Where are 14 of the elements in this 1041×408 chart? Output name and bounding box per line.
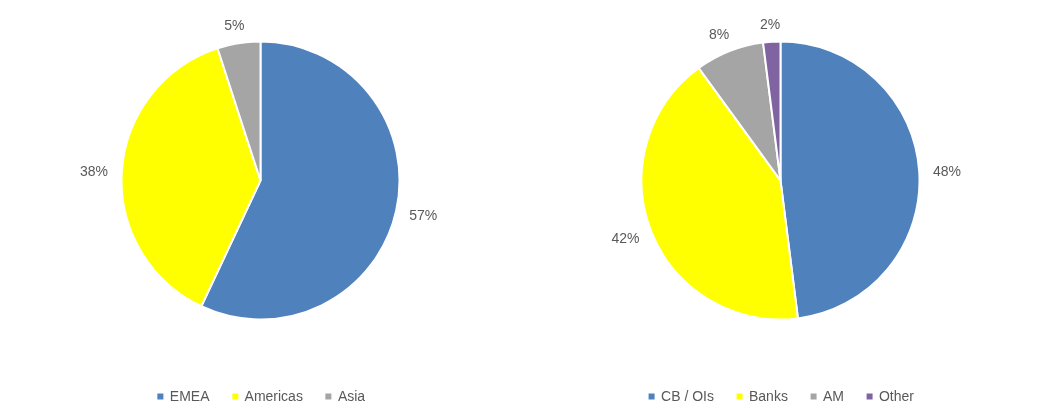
data-label: 8% (708, 26, 730, 43)
legend-label: Banks (748, 388, 788, 404)
legend-label: Americas (244, 388, 303, 404)
data-label: 5% (224, 17, 245, 34)
legend-label: Other (878, 388, 914, 404)
data-label: 38% (80, 162, 109, 179)
legend-label: EMEA (169, 388, 210, 404)
data-label: 2% (759, 15, 781, 32)
data-label: 42% (611, 230, 640, 247)
legend-label: AM (822, 388, 844, 404)
legend-label: Asia (337, 388, 366, 404)
data-label: 48% (932, 162, 961, 179)
data-label: 57% (409, 206, 438, 223)
legend-label: CB / OIs (661, 388, 714, 404)
